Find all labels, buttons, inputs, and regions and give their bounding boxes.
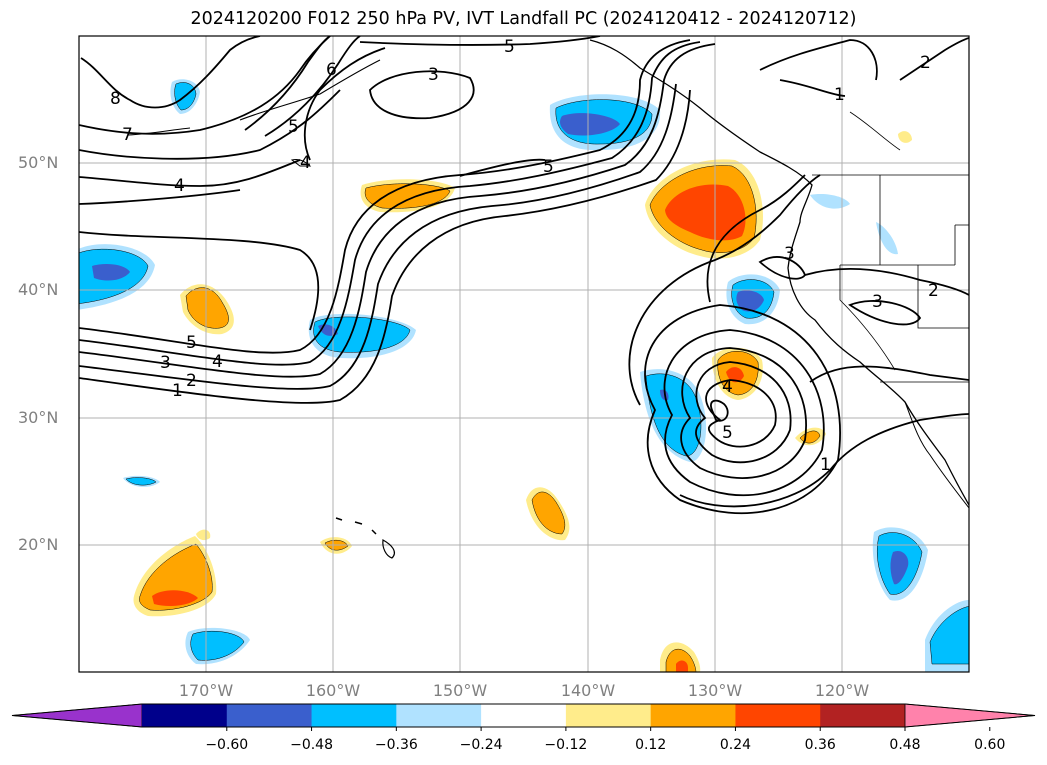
contour-label: 7 [122, 125, 133, 145]
colorbar-tick-label: 0.48 [889, 737, 920, 753]
colorbar-tick-label: 0.24 [720, 737, 751, 753]
contour-label: 2 [920, 53, 931, 73]
contour-label: 5 [186, 333, 197, 353]
colorbar-tick-label: 0.12 [635, 737, 666, 753]
colorbar-tick-label: 0.36 [805, 737, 836, 753]
lon-label: 150°W [433, 681, 487, 700]
lon-label: 140°W [561, 681, 615, 700]
contour-label: 1 [820, 455, 831, 475]
contour-label: 3 [784, 244, 795, 264]
contour-label: 3 [428, 65, 439, 85]
colorbar-tick-label: 0.60 [974, 737, 1005, 753]
lat-label: 50°N [18, 153, 58, 172]
colorbar-tick-label: −0.48 [290, 737, 333, 753]
lon-label: 160°W [306, 681, 360, 700]
contour-label: 1 [834, 85, 845, 105]
contour-label: 5 [504, 37, 515, 57]
contour-label: 3 [160, 353, 171, 373]
contour-label: 3 [872, 292, 883, 312]
colorbar-tick-label: −0.24 [460, 737, 503, 753]
contour-label: 8 [110, 89, 121, 109]
contour-label: 5 [288, 117, 299, 137]
contour-label: 6 [326, 60, 337, 80]
contour-label: 4 [722, 377, 733, 397]
lon-label: 120°W [815, 681, 869, 700]
contour-label: 4 [174, 176, 185, 196]
colorbar-tick-label: −0.12 [544, 737, 587, 753]
contour-label: 1 [172, 381, 183, 401]
colorbar-tick-label: −0.60 [205, 737, 248, 753]
contour-label: 4 [212, 352, 223, 372]
contour-label: 2 [186, 371, 197, 391]
contour-label: 4 [300, 153, 311, 173]
lon-label: 170°W [179, 681, 233, 700]
lat-label: 20°N [18, 535, 58, 554]
lon-label: 130°W [688, 681, 742, 700]
contour-label: 5 [722, 423, 733, 443]
contour-label: 2 [928, 281, 939, 301]
colorbar-tick-label: −0.36 [375, 737, 418, 753]
lat-label: 40°N [18, 280, 58, 299]
lat-label: 30°N [18, 408, 58, 427]
contour-label: 5 [543, 157, 554, 177]
